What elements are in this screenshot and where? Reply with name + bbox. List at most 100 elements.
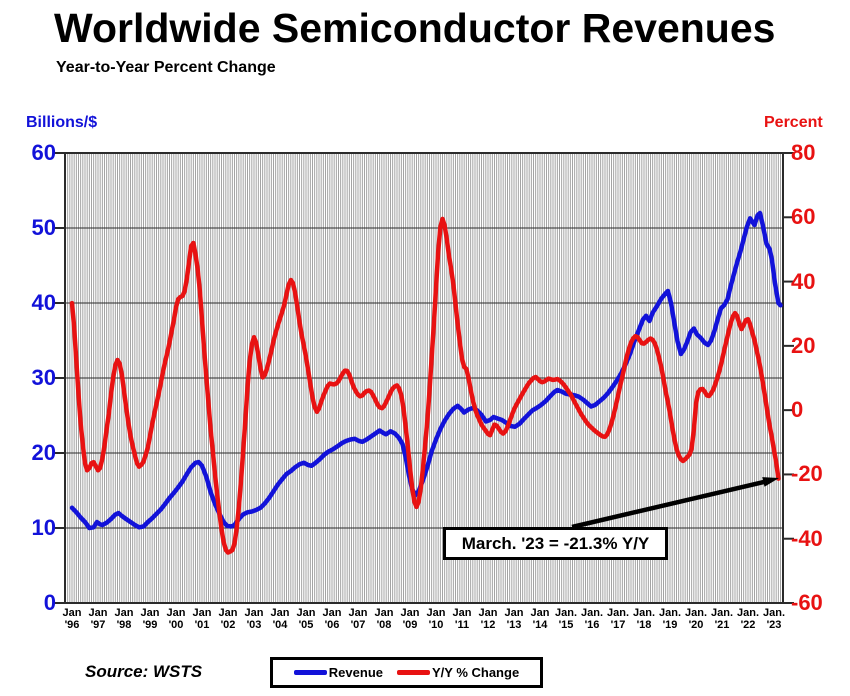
- x-tick-label: Jan '07: [340, 607, 376, 631]
- x-tick-text: Jan.: [710, 607, 733, 619]
- source-note: Source: WSTS: [85, 662, 203, 681]
- x-tick-text: Jan: [322, 607, 342, 619]
- x-tick-text: Jan: [140, 607, 160, 619]
- x-tick-label: Jan '96: [54, 607, 90, 631]
- x-tick-text: Jan.: [632, 607, 655, 619]
- x-tick-label: Jan '01: [184, 607, 220, 631]
- x-tick-text: '14: [532, 618, 548, 631]
- left-axis-title: Billions/$: [26, 114, 98, 131]
- x-tick-text: '19: [662, 618, 678, 631]
- right-axis-title: Percent: [764, 114, 823, 131]
- left-tick-label: 10: [31, 515, 56, 540]
- x-tick-text: Jan: [218, 607, 238, 619]
- x-tick-text: '16: [584, 618, 600, 631]
- x-tick-text: Jan: [88, 607, 108, 619]
- right-tick-label: -60: [791, 590, 823, 615]
- x-tick-label: Jan '09: [392, 607, 428, 631]
- x-tick-text: '08: [376, 618, 392, 631]
- x-tick-label: Jan '06: [314, 607, 350, 631]
- x-tick-text: Jan: [114, 607, 134, 619]
- revenue-line: [69, 210, 783, 531]
- x-tick-text: '00: [168, 618, 184, 631]
- right-tick-label: 0: [791, 397, 804, 423]
- x-tick-text: Jan: [166, 607, 186, 619]
- x-tick-text: '20: [688, 618, 704, 631]
- x-tick-text: '11: [454, 618, 470, 631]
- annotation-arrow-head: [762, 477, 779, 487]
- left-tick-label: 60: [31, 140, 56, 165]
- x-tick-text: '98: [116, 618, 132, 631]
- x-tick-label: Jan '11: [444, 607, 480, 631]
- right-tick-label: 20: [791, 332, 816, 358]
- x-tick-text: '02: [220, 618, 236, 631]
- x-tick-label: Jan. '22: [730, 607, 766, 631]
- x-tick-label: Jan '12: [470, 607, 506, 631]
- x-tick-label: Jan. '17: [600, 607, 636, 631]
- x-tick-label: Jan '08: [366, 607, 402, 631]
- page-subtitle: Year-to-Year Percent Change: [56, 59, 276, 76]
- x-tick-text: Jan: [374, 607, 394, 619]
- x-tick-text: '23: [766, 618, 782, 631]
- x-tick-text: Jan: [348, 607, 368, 619]
- annotation-arrow-shaft: [571, 479, 767, 530]
- x-tick-text: '01: [194, 618, 210, 631]
- x-tick-label: Jan '05: [288, 607, 324, 631]
- x-tick-label: Jan '04: [262, 607, 298, 631]
- x-tick-label: Jan '99: [132, 607, 168, 631]
- x-tick-text: Jan.: [554, 607, 577, 619]
- x-tick-label: Jan. '15: [548, 607, 584, 631]
- x-tick-text: Jan: [296, 607, 316, 619]
- page-title: Worldwide Semiconductor Revenues: [54, 5, 776, 51]
- x-tick-text: Jan: [192, 607, 212, 619]
- x-tick-text: Jan: [504, 607, 524, 619]
- plot-border: [64, 152, 784, 604]
- yoy-change-line: [69, 216, 781, 555]
- x-tick-label: Jan '13: [496, 607, 532, 631]
- x-tick-text: Jan.: [606, 607, 629, 619]
- x-tick-text: Jan: [426, 607, 446, 619]
- x-tick-text: '07: [350, 618, 366, 631]
- x-tick-text: '04: [272, 618, 288, 631]
- x-tick-label: Jan. '19: [652, 607, 688, 631]
- x-tick-text: '05: [298, 618, 314, 631]
- legend-label-yoy: Y/Y % Change: [432, 665, 520, 680]
- x-tick-text: '10: [428, 618, 444, 631]
- x-tick-text: Jan: [478, 607, 498, 619]
- x-tick-text: '09: [402, 618, 418, 631]
- legend-label-revenue: Revenue: [328, 665, 383, 680]
- x-tick-text: Jan.: [736, 607, 759, 619]
- x-tick-text: '03: [246, 618, 262, 631]
- x-tick-text: Jan: [400, 607, 420, 619]
- legend: Revenue Y/Y % Change: [270, 657, 543, 688]
- x-tick-label: Jan. '21: [704, 607, 740, 631]
- annotation-callout: March. '23 = -21.3% Y/Y: [443, 527, 668, 560]
- x-tick-label: Jan. '18: [626, 607, 662, 631]
- x-tick-text: '17: [610, 618, 626, 631]
- yoy-line-swatch: [397, 670, 430, 675]
- x-tick-text: Jan.: [762, 607, 785, 619]
- x-tick-label: Jan '97: [80, 607, 116, 631]
- left-tick-label: 20: [31, 440, 56, 465]
- right-tick-label: 40: [791, 268, 816, 294]
- x-tick-text: '97: [90, 618, 106, 631]
- x-tick-text: '21: [714, 618, 730, 631]
- right-tick-label: -20: [791, 461, 823, 487]
- x-tick-text: Jan.: [580, 607, 603, 619]
- x-tick-text: '18: [636, 618, 652, 631]
- x-tick-text: '15: [558, 618, 574, 631]
- x-tick-text: '06: [324, 618, 340, 631]
- legend-item-yoy: Y/Y % Change: [397, 665, 519, 680]
- x-tick-text: Jan: [244, 607, 264, 619]
- right-tick-label: 80: [791, 140, 816, 165]
- x-tick-text: '12: [480, 618, 496, 631]
- left-tick-label: 50: [31, 215, 56, 240]
- revenue-line-swatch: [293, 670, 327, 675]
- x-tick-text: Jan: [62, 607, 82, 619]
- right-tick-label: 60: [791, 204, 816, 230]
- x-tick-label: Jan '02: [210, 607, 246, 631]
- x-tick-label: Jan '03: [236, 607, 272, 631]
- x-tick-text: Jan: [270, 607, 290, 619]
- x-tick-label: Jan '98: [106, 607, 142, 631]
